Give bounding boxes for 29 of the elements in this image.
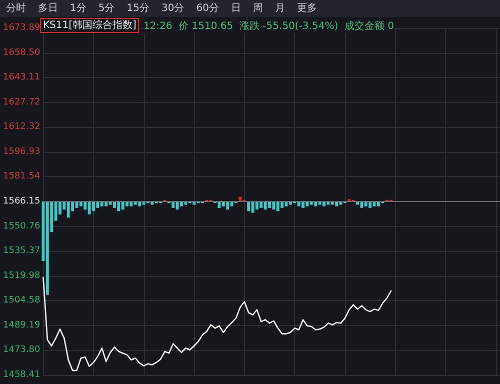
text: 月 <box>274 2 286 16</box>
text: 日 <box>230 2 242 16</box>
line-series <box>42 276 392 372</box>
text: 5分 <box>97 2 116 16</box>
text: 分时 <box>5 2 27 16</box>
text: 更多 <box>296 2 318 16</box>
text: 1分 <box>69 2 88 16</box>
y-tick-label: 1550.76 <box>3 221 40 232</box>
y-tick-label: 1519.98 <box>3 270 40 281</box>
y-tick-label: 1643.11 <box>3 72 40 83</box>
y-tick-label: 1489.19 <box>3 320 40 330</box>
y-tick-label: 1473.80 <box>3 345 40 356</box>
chart-subtitle: 12:26 价 1510.65 涨跌 -55.50(-3.54%) 成交金额 0 <box>143 18 394 32</box>
y-tick-label: 1566.15 <box>3 196 40 206</box>
y-tick-label: 1581.54 <box>3 172 40 182</box>
text: 15分 <box>126 2 150 16</box>
y-tick-label: 1596.93 <box>3 146 40 157</box>
y-tick-label: 1612.32 <box>3 122 40 132</box>
text: 周 <box>252 2 264 16</box>
text: 多日 <box>37 2 59 16</box>
y-tick-label: 1458.41 <box>3 370 40 380</box>
text: 30分 <box>160 2 186 16</box>
y-tick-label: 1535.37 <box>3 246 40 256</box>
text: 60分 <box>195 2 220 16</box>
y-tick-label: 1504.58 <box>3 296 40 306</box>
chart-title: KS11[韩国综合指数] <box>40 18 140 33</box>
y-tick-label: 1673.89 <box>3 23 40 33</box>
y-tick-label: 1627.72 <box>3 97 40 108</box>
y-tick-label: 1658.50 <box>3 48 40 58</box>
